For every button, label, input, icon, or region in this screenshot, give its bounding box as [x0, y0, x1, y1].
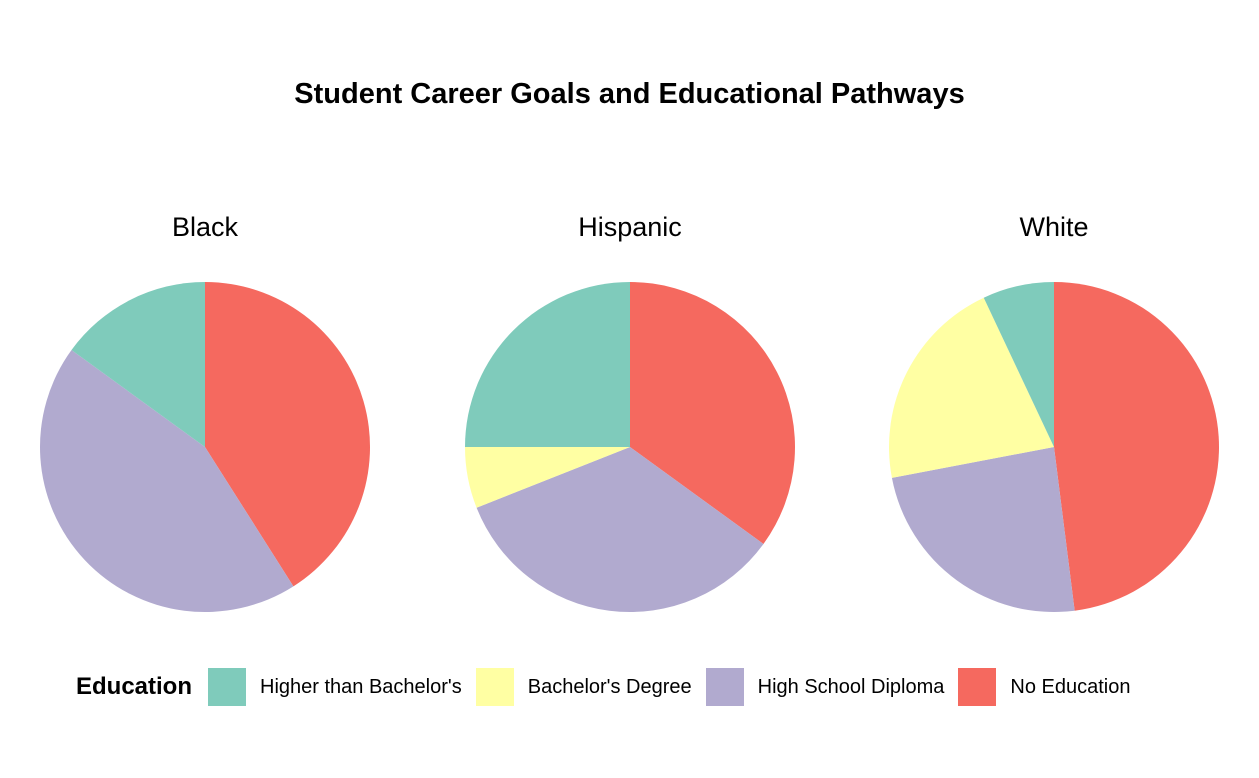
legend-item-bachelors-degree: Bachelor's Degree [475, 668, 692, 706]
legend-label: Bachelor's Degree [527, 675, 692, 698]
pie-slice-black-no-education [205, 282, 370, 587]
legend-key-high-school-diploma [705, 668, 744, 706]
legend-key-bachelors-degree [475, 668, 514, 706]
pie-slice-white-higher-than-bachelor-s [983, 282, 1054, 447]
pie-slice-hispanic-higher-than-bachelor-s [465, 282, 630, 447]
legend-item-higher-than-bachelors: Higher than Bachelor's [208, 668, 462, 706]
legend-label: High School Diploma [757, 675, 945, 698]
legend-label: Higher than Bachelor's [260, 675, 462, 698]
facet-title-hispanic: Hispanic [578, 212, 682, 242]
chart-title: Student Career Goals and Educational Pat… [294, 78, 965, 110]
legend-key-no-education [958, 668, 997, 706]
pie-slice-white-bachelor-s-degree [889, 297, 1054, 478]
pie-slice-black-higher-than-bachelor-s [71, 282, 205, 447]
legend-label: No Education [1010, 675, 1131, 698]
pie-slice-white-no-education [1054, 282, 1220, 611]
pie-slice-hispanic-no-education [630, 282, 795, 544]
pie-slice-hispanic-high-school-diploma [476, 447, 764, 612]
legend-key-higher-than-bachelors [208, 668, 247, 706]
legend-item-no-education: No Education [958, 668, 1130, 706]
legend-title: Education [76, 673, 193, 700]
pie-slice-black-high-school-diploma [40, 350, 294, 612]
facet-title-white: White [1019, 212, 1089, 242]
facet-title-black: Black [171, 212, 239, 242]
legend: Education Higher than Bachelor's Bachelo… [76, 666, 1144, 708]
pie-slice-white-high-school-diploma [891, 447, 1075, 612]
legend-item-high-school-diploma: High School Diploma [705, 668, 945, 706]
pie-slice-hispanic-bachelor-s-degree [465, 447, 630, 508]
